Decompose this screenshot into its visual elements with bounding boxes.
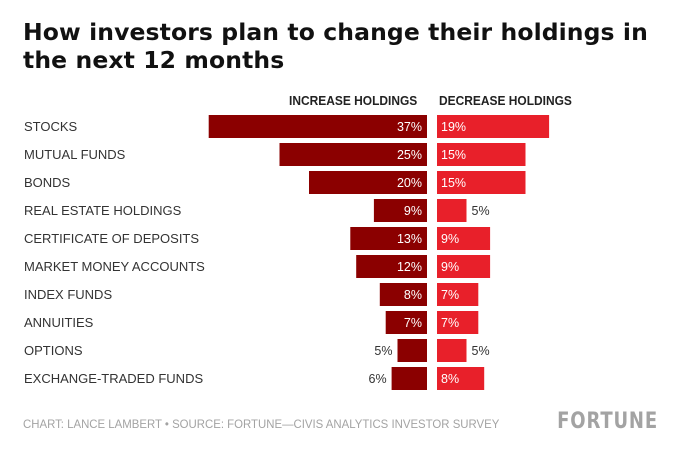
decrease-value-label: 5%: [472, 344, 490, 358]
increase-bar-market-money-accounts: [356, 255, 427, 278]
increase-bar-exchange-traded-funds: [391, 367, 427, 390]
increase-value-label: 37%: [397, 120, 422, 134]
decrease-value-label: 19%: [441, 120, 466, 134]
increase-value-label: 12%: [397, 260, 422, 274]
category-label-annuities: ANNUITIES: [24, 315, 94, 330]
increase-bar-bonds: [309, 171, 427, 194]
decrease-bar-market-money-accounts: [437, 255, 491, 278]
decrease-bar-bonds: [437, 171, 526, 194]
category-label-bonds: BONDS: [24, 175, 71, 190]
decrease-value-label: 7%: [441, 316, 459, 330]
chart-title: How investors plan to change their holdi…: [23, 18, 648, 74]
decrease-value-label: 9%: [441, 232, 459, 246]
category-label-index-funds: INDEX FUNDS: [24, 287, 112, 302]
decrease-bar-certificate-of-deposits: [437, 227, 491, 250]
decrease-value-label: 9%: [441, 260, 459, 274]
increase-value-label: 8%: [404, 288, 422, 302]
category-label-market-money-accounts: MARKET MONEY ACCOUNTS: [24, 259, 205, 274]
fortune-logo: FORTUNE: [557, 409, 658, 434]
increase-value-label: 9%: [404, 204, 422, 218]
increase-bar-options: [397, 339, 427, 362]
increase-bar-real-estate-holdings: [373, 199, 427, 222]
increase-bar-mutual-funds: [279, 143, 427, 166]
increase-bar-annuities: [385, 311, 427, 334]
decrease-bar-stocks: [437, 115, 550, 138]
increase-value-label: 25%: [397, 148, 422, 162]
increase-column-header: INCREASE HOLDINGS: [289, 93, 418, 108]
decrease-column-header: DECREASE HOLDINGS: [439, 93, 572, 108]
increase-bar-index-funds: [379, 283, 427, 306]
category-label-certificate-of-deposits: CERTIFICATE OF DEPOSITS: [24, 231, 199, 246]
decrease-bar-options: [437, 339, 467, 362]
increase-bar-stocks: [208, 115, 427, 138]
category-label-mutual-funds: MUTUAL FUNDS: [24, 147, 126, 162]
category-label-real-estate-holdings: REAL ESTATE HOLDINGS: [24, 203, 182, 218]
category-label-options: OPTIONS: [24, 343, 83, 358]
increase-value-label: 13%: [397, 232, 422, 246]
increase-value-label: 6%: [369, 372, 387, 386]
decrease-bar-index-funds: [437, 283, 479, 306]
chart-source-footer: CHART: LANCE LAMBERT • SOURCE: FORTUNE—C…: [23, 417, 500, 431]
category-label-stocks: STOCKS: [24, 119, 78, 134]
decrease-value-label: 7%: [441, 288, 459, 302]
increase-value-label: 7%: [404, 316, 422, 330]
decrease-value-label: 15%: [441, 148, 466, 162]
increase-value-label: 20%: [397, 176, 422, 190]
category-label-exchange-traded-funds: EXCHANGE-TRADED FUNDS: [24, 371, 203, 386]
increase-value-label: 5%: [374, 344, 392, 358]
increase-bar-certificate-of-deposits: [350, 227, 427, 250]
decrease-value-label: 15%: [441, 176, 466, 190]
decrease-bar-exchange-traded-funds: [437, 367, 485, 390]
decrease-value-label: 8%: [441, 372, 459, 386]
decrease-bar-real-estate-holdings: [437, 199, 467, 222]
decrease-value-label: 5%: [472, 204, 490, 218]
decrease-bar-mutual-funds: [437, 143, 526, 166]
decrease-bar-annuities: [437, 311, 479, 334]
